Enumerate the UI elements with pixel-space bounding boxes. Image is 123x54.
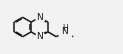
Text: N: N	[36, 13, 43, 22]
Text: N: N	[36, 32, 43, 41]
Text: N: N	[61, 27, 68, 36]
Text: H: H	[62, 24, 68, 33]
